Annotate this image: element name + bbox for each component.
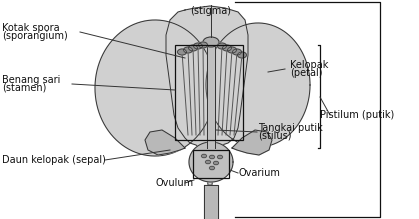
Polygon shape (232, 130, 272, 155)
Ellipse shape (184, 47, 192, 53)
Text: Benang sari: Benang sari (2, 75, 60, 85)
Ellipse shape (222, 45, 232, 51)
Ellipse shape (238, 52, 246, 58)
Ellipse shape (233, 49, 241, 55)
Ellipse shape (214, 161, 218, 165)
Ellipse shape (203, 37, 219, 47)
Text: (stigma): (stigma) (191, 6, 232, 16)
Text: (stamen): (stamen) (2, 83, 47, 93)
Text: (petal): (petal) (290, 68, 323, 78)
Ellipse shape (178, 49, 186, 55)
Ellipse shape (189, 45, 197, 51)
Polygon shape (145, 130, 185, 155)
Text: Ovarium: Ovarium (238, 168, 280, 178)
Ellipse shape (194, 43, 202, 49)
Polygon shape (166, 6, 248, 185)
Ellipse shape (217, 155, 222, 159)
Polygon shape (204, 185, 218, 219)
Text: Daun kelopak (sepal): Daun kelopak (sepal) (2, 155, 106, 165)
Text: Kotak spora: Kotak spora (2, 23, 59, 33)
Bar (175, 45, 243, 140)
Text: (stilus): (stilus) (258, 131, 292, 141)
Bar (193, 150, 229, 178)
Polygon shape (206, 23, 310, 147)
Polygon shape (189, 142, 233, 182)
Ellipse shape (217, 43, 227, 49)
Polygon shape (207, 45, 215, 148)
Text: Pistilum (putik): Pistilum (putik) (320, 110, 394, 120)
Text: Tangkai putik: Tangkai putik (258, 123, 323, 133)
Ellipse shape (202, 154, 207, 158)
Ellipse shape (228, 47, 236, 53)
Text: (sporangium): (sporangium) (2, 31, 68, 41)
Ellipse shape (210, 155, 215, 159)
Ellipse shape (205, 160, 210, 164)
Polygon shape (95, 20, 215, 156)
Ellipse shape (199, 42, 207, 48)
Ellipse shape (210, 166, 215, 170)
Text: Ovulum: Ovulum (155, 178, 193, 188)
Text: Kelopak: Kelopak (290, 60, 328, 70)
